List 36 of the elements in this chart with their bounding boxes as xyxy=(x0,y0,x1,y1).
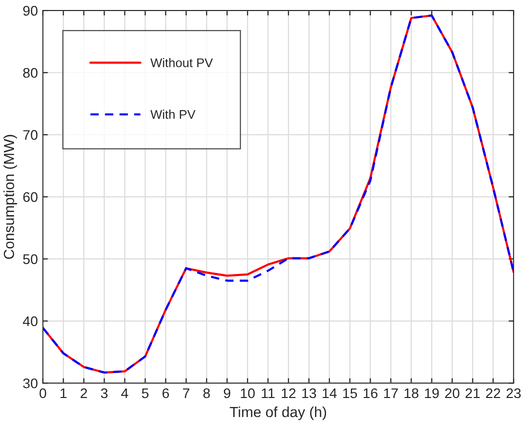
x-tick-label: 0 xyxy=(40,388,46,398)
x-tick-label: 10 xyxy=(240,388,255,398)
x-tick-label: 8 xyxy=(203,388,210,398)
x-tick-label: 18 xyxy=(404,388,418,398)
x-tick-label: 1 xyxy=(60,388,67,398)
x-tick-label: 4 xyxy=(121,388,128,398)
y-tick-label: 40 xyxy=(22,316,38,326)
x-tick-label: 11 xyxy=(262,388,275,398)
x-tick-label: 23 xyxy=(506,388,521,398)
x-tick-label: 14 xyxy=(322,388,337,398)
x-tick-label: 20 xyxy=(445,388,460,398)
y-tick-label: 30 xyxy=(23,378,38,388)
legend-label: With PV xyxy=(150,110,196,119)
x-tick-label: 3 xyxy=(100,388,108,398)
x-tick-label: 13 xyxy=(302,388,316,398)
x-axis-title: Time of day (h) xyxy=(230,406,326,420)
x-tick-label: 15 xyxy=(343,388,358,398)
x-tick-label: 22 xyxy=(486,388,500,398)
y-tick-label: 90 xyxy=(23,6,38,16)
x-tick-label: 21 xyxy=(466,388,480,398)
y-axis-title: Consumption (MW) xyxy=(3,134,18,259)
y-tick-label: 80 xyxy=(23,68,38,78)
y-tick-label: 60 xyxy=(23,192,38,202)
y-tick-label: 70 xyxy=(23,130,38,140)
x-tick-label: 12 xyxy=(282,388,296,398)
line-series xyxy=(42,14,514,374)
x-tick-label: 6 xyxy=(162,388,169,398)
y-tick-label: 50 xyxy=(23,254,38,264)
x-tick-label: 16 xyxy=(364,388,378,398)
x-tick-label: 17 xyxy=(384,388,398,398)
x-tick-label: 9 xyxy=(224,388,230,398)
x-tick-label: 19 xyxy=(425,388,439,398)
x-tick-label: 5 xyxy=(142,388,148,398)
legend-label: Without PV xyxy=(150,58,213,68)
x-tick-label: 2 xyxy=(80,388,87,398)
x-tick-label: 7 xyxy=(182,388,190,398)
